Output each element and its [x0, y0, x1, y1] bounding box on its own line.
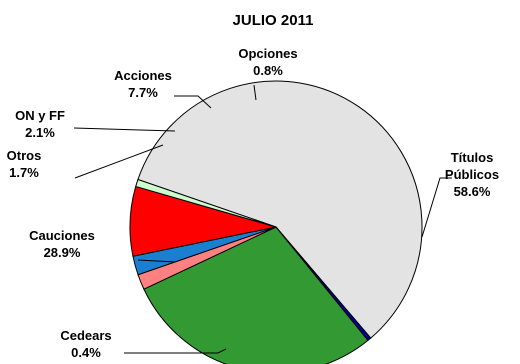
slice-category-label: ON y FF — [15, 108, 65, 123]
leader-line — [253, 84, 257, 101]
slice-category-label: Acciones — [114, 68, 172, 83]
slice-label: Acciones 7.7% — [114, 68, 172, 100]
slice-label: Cedears 0.4% — [60, 328, 111, 360]
leader-line — [137, 259, 176, 263]
slice-value-label: 58.6% — [454, 184, 491, 199]
pie-slice-cauciones — [143, 226, 369, 364]
slice-value-label: 28.9% — [44, 245, 81, 260]
slice-label: Opciones 0.8% — [238, 46, 297, 78]
slice-label: Cauciones 28.9% — [29, 228, 95, 260]
slice-value-label: 1.7% — [9, 165, 39, 180]
slice-category-label: Cedears — [60, 328, 111, 343]
chart-title: JULIO 2011 — [233, 12, 314, 29]
slice-category-label: Cauciones — [29, 228, 95, 243]
leader-line — [74, 144, 164, 179]
pie-slice-t-tulos-p-blicos — [137, 80, 423, 339]
leader-line — [124, 348, 227, 354]
slice-category-label: Públicos — [445, 167, 499, 182]
slice-label: Otros 1.7% — [7, 148, 42, 180]
slice-value-label: 0.8% — [253, 63, 283, 78]
slice-category-label: Otros — [7, 148, 42, 163]
pie-slices — [129, 80, 423, 364]
slice-label: ON y FF 2.1% — [15, 108, 65, 140]
slice-label: Títulos Públicos 58.6% — [445, 150, 499, 199]
slice-category-label: Títulos — [451, 150, 494, 165]
pie-slice-opciones — [135, 178, 277, 228]
slice-value-label: 2.1% — [25, 125, 55, 140]
slice-value-label: 7.7% — [128, 85, 158, 100]
slice-value-label: 0.4% — [71, 345, 101, 360]
leader-line — [421, 177, 452, 238]
slice-labels: Títulos Públicos 58.6% Cedears 0.4% Cauciones… — [7, 46, 499, 360]
leader-lines — [73, 84, 452, 354]
leader-line — [174, 95, 212, 109]
slice-category-label: Opciones — [238, 46, 297, 61]
leader-line — [73, 127, 176, 132]
